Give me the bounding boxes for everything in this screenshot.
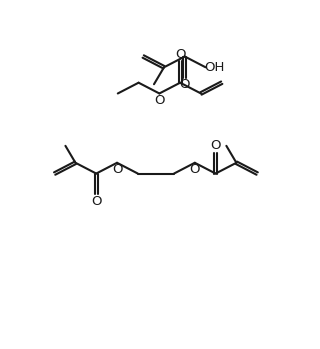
Text: O: O (189, 163, 200, 176)
Text: OH: OH (204, 61, 224, 74)
Text: O: O (210, 139, 221, 152)
Text: O: O (154, 94, 164, 107)
Text: O: O (180, 79, 190, 91)
Text: O: O (112, 163, 122, 176)
Text: O: O (91, 195, 101, 208)
Text: O: O (175, 48, 185, 61)
